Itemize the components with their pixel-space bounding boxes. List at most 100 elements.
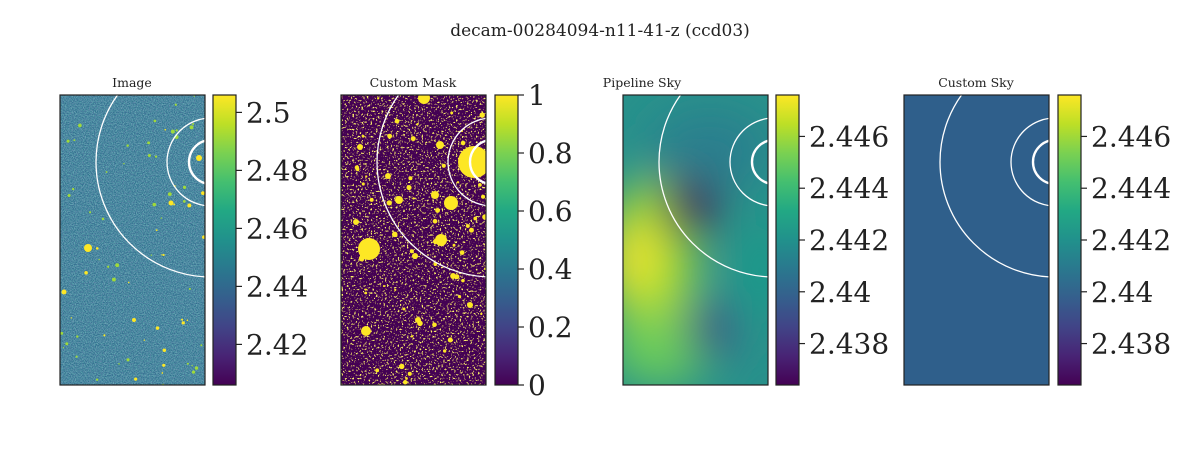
heatmap — [60, 95, 205, 385]
heatmap — [623, 95, 768, 385]
heatmap — [904, 95, 1049, 385]
overlay-circles — [658, 95, 768, 278]
mask-blob — [460, 140, 466, 146]
mask-blob — [461, 278, 465, 283]
colorbar-tick-label: 0.4 — [528, 253, 573, 286]
point-source — [76, 335, 79, 338]
mask-blob — [412, 197, 415, 200]
colorbar-gradient — [212, 94, 237, 386]
mask-blob — [465, 224, 470, 228]
point-source — [187, 203, 192, 208]
point-source — [73, 139, 76, 142]
sky-bright-core — [623, 228, 654, 288]
mask-blob — [456, 181, 460, 184]
point-source — [196, 155, 202, 161]
overlay-circle — [750, 139, 768, 185]
point-source — [126, 358, 130, 362]
mask-blob — [361, 134, 365, 138]
mask-blob — [459, 250, 465, 255]
point-source — [118, 363, 120, 365]
mask-blob — [467, 302, 473, 308]
point-source — [103, 334, 106, 337]
mask-blob — [441, 163, 446, 168]
point-source — [123, 162, 125, 165]
colorbar-tick-label: 0.6 — [528, 195, 573, 228]
point-source — [192, 123, 195, 126]
point-source — [134, 377, 138, 381]
point-source — [111, 277, 116, 282]
point-source — [194, 366, 199, 370]
overlay-circle — [187, 139, 205, 185]
colorbar: 2.446 2.444 2.442 2.44 2.438 — [775, 94, 889, 386]
colorbar-tick-label: 2.44 — [809, 276, 871, 309]
mask-blob — [353, 219, 359, 225]
mask-blob — [369, 197, 374, 202]
heatmap-constant-fill — [904, 95, 1049, 385]
point-source — [180, 318, 184, 321]
point-source — [66, 139, 70, 143]
mask-blob — [452, 243, 456, 247]
mask-blob — [435, 208, 440, 213]
overlay-circle — [468, 139, 486, 185]
mask-blob — [458, 146, 486, 178]
point-source — [70, 317, 72, 319]
mask-blob — [433, 262, 438, 266]
sky-right-teal — [735, 210, 768, 330]
point-sources — [60, 95, 205, 385]
point-source — [62, 346, 65, 349]
point-source — [132, 318, 136, 322]
colorbar-tick-label: 2.44 — [1091, 276, 1153, 309]
point-source — [75, 355, 78, 358]
mask-blob — [391, 231, 398, 238]
mask-blob — [473, 216, 478, 221]
mask-blob — [454, 274, 460, 280]
overlay-circle — [1010, 117, 1049, 207]
heatmap-frame — [59, 94, 206, 386]
mask-blob — [477, 182, 482, 187]
overlay-circle — [729, 117, 768, 207]
overlay-circle — [658, 95, 768, 278]
colorbar-tick-label: 2.46 — [246, 212, 308, 245]
mask-blob — [364, 291, 368, 295]
colorbar-tick-label: 2.444 — [809, 172, 889, 205]
mask-blob — [412, 253, 418, 259]
point-source — [164, 128, 167, 131]
panel-pipeline-sky: Pipeline Sky 2.446 2.444 2.442 2.44 2.438 — [603, 75, 889, 386]
point-source — [98, 258, 100, 261]
point-source — [78, 123, 82, 128]
colorbar-tick-label: 2.438 — [1091, 328, 1171, 361]
overlay-circle — [166, 117, 205, 207]
mask-blob — [443, 349, 447, 353]
panel-title: Pipeline Sky — [603, 75, 682, 90]
colorbar-tick-label: 0 — [528, 369, 546, 402]
colorbar-tick-label: 2.44 — [246, 270, 308, 303]
mask-blob — [435, 234, 447, 246]
colorbar-tick-label: 1 — [528, 79, 546, 112]
colorbar-tick-label: 2.446 — [1091, 120, 1171, 153]
point-source — [65, 342, 69, 346]
overlay-circle — [1031, 139, 1049, 185]
point-source — [181, 321, 185, 325]
point-source — [160, 217, 163, 219]
point-source — [71, 187, 75, 191]
point-source — [202, 235, 205, 239]
mask-blob — [361, 182, 365, 186]
point-source — [175, 129, 178, 132]
point-source — [161, 372, 164, 374]
mask-blob — [431, 191, 439, 199]
mask-blob — [418, 95, 430, 104]
heatmap-frame — [340, 94, 487, 386]
panel-custom-sky: Custom Sky 2.446 2.444 2.442 2.44 2.438 — [903, 75, 1171, 386]
point-source — [191, 370, 196, 374]
point-source — [170, 129, 175, 134]
point-source — [155, 229, 158, 231]
point-source — [61, 289, 67, 295]
point-source — [186, 362, 189, 365]
mask-blob — [410, 335, 414, 338]
point-source — [147, 141, 151, 145]
point-source — [182, 199, 186, 203]
point-source — [162, 363, 166, 367]
mask-blob — [444, 196, 458, 210]
colorbar-tick-label: 2.446 — [809, 120, 889, 153]
point-source — [89, 211, 92, 214]
